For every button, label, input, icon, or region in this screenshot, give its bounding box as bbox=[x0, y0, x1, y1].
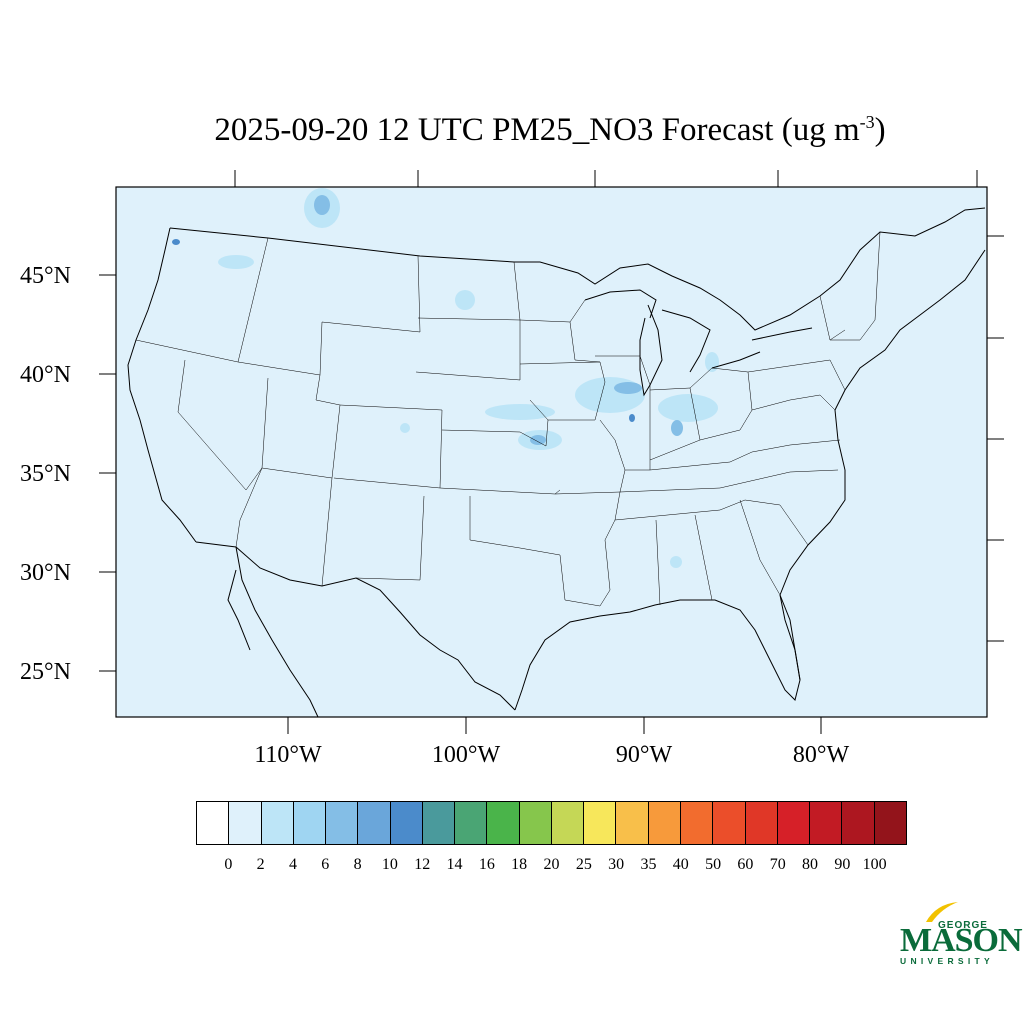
colorbar-label: 8 bbox=[353, 856, 362, 873]
map-background bbox=[115, 186, 988, 718]
colorbar-swatch bbox=[422, 802, 456, 844]
colorbar-swatch bbox=[293, 802, 327, 844]
logo-swoosh-icon bbox=[926, 902, 958, 922]
colorbar-label: 2 bbox=[256, 856, 265, 873]
colorbar-swatch bbox=[551, 802, 585, 844]
colorbar-swatch bbox=[455, 802, 488, 844]
colorbar-swatch bbox=[390, 802, 423, 844]
concentration-field-high bbox=[314, 195, 683, 445]
colorbar-labels: 0 2 4 6 8 10 12 14 16 18 20 25 30 35 40 50 60 70 80 90 100 bbox=[212, 856, 923, 878]
country-outlines bbox=[127, 207, 986, 718]
colorbar-label: 0 bbox=[224, 856, 233, 873]
gmu-logo: GEORGE MASON UNIVERSITY bbox=[898, 900, 1023, 970]
colorbar-swatch bbox=[519, 802, 552, 844]
logo-university: UNIVERSITY bbox=[900, 956, 995, 966]
colorbar-label: 50 bbox=[705, 856, 722, 873]
colorbar-swatch bbox=[487, 802, 520, 844]
colorbar-swatch bbox=[358, 802, 391, 844]
colorbar-label: 60 bbox=[737, 856, 754, 873]
colorbar bbox=[196, 801, 907, 845]
colorbar-label: 14 bbox=[446, 856, 463, 873]
colorbar-swatch bbox=[745, 802, 778, 844]
colorbar-label: 35 bbox=[640, 856, 657, 873]
colorbar-swatch bbox=[874, 802, 906, 844]
colorbar-swatch bbox=[616, 802, 649, 844]
page-title: 2025-09-20 12 UTC PM25_NO3 Forecast (ug … bbox=[214, 112, 886, 148]
lon-label-110: 110°W bbox=[254, 742, 322, 768]
state-boundaries bbox=[135, 231, 881, 607]
colorbar-swatch bbox=[810, 802, 843, 844]
colorbar-swatch bbox=[261, 802, 294, 844]
colorbar-label: 30 bbox=[608, 856, 625, 873]
colorbar-label: 16 bbox=[478, 856, 495, 873]
colorbar-label: 4 bbox=[288, 856, 297, 873]
colorbar-label: 20 bbox=[543, 856, 560, 873]
lon-label-100: 100°W bbox=[432, 742, 501, 768]
lon-label-90: 90°W bbox=[616, 742, 673, 768]
colorbar-swatch bbox=[648, 802, 681, 844]
map-ticks bbox=[99, 170, 1004, 734]
colorbar-label: 80 bbox=[802, 856, 819, 873]
colorbar-swatch bbox=[584, 802, 617, 844]
concentration-field-peak bbox=[172, 239, 635, 422]
lat-label-25: 25°N bbox=[20, 659, 71, 685]
lon-label-80: 80°W bbox=[793, 742, 850, 768]
colorbar-swatch bbox=[842, 802, 875, 844]
colorbar-label: 6 bbox=[321, 856, 330, 873]
colorbar-swatch bbox=[197, 802, 230, 844]
colorbar-label: 12 bbox=[414, 856, 431, 873]
colorbar-label: 70 bbox=[769, 856, 786, 873]
colorbar-label: 100 bbox=[862, 856, 887, 873]
lat-label-30: 30°N bbox=[20, 560, 71, 586]
lat-labels: 45°N 40°N 35°N 30°N 25°N bbox=[20, 263, 71, 685]
colorbar-label: 10 bbox=[381, 856, 398, 873]
colorbar-swatch bbox=[326, 802, 359, 844]
lat-label-40: 40°N bbox=[20, 362, 71, 388]
colorbar-label: 18 bbox=[511, 856, 528, 873]
colorbar-swatch bbox=[229, 802, 262, 844]
logo-mason: MASON bbox=[900, 922, 1023, 959]
forecast-map: 45°N 40°N 35°N 30°N 25°N 110°W 100°W 90°… bbox=[20, 170, 1004, 768]
colorbar-swatch bbox=[680, 802, 714, 844]
colorbar-label: 40 bbox=[672, 856, 689, 873]
colorbar-swatch bbox=[713, 802, 746, 844]
colorbar-label: 90 bbox=[834, 856, 851, 873]
lat-label-45: 45°N bbox=[20, 263, 71, 289]
colorbar-label: 25 bbox=[575, 856, 592, 873]
lon-labels: 110°W 100°W 90°W 80°W bbox=[254, 742, 849, 768]
lat-label-35: 35°N bbox=[20, 461, 71, 487]
colorbar-swatch bbox=[777, 802, 811, 844]
logo-george: GEORGE bbox=[938, 920, 988, 931]
